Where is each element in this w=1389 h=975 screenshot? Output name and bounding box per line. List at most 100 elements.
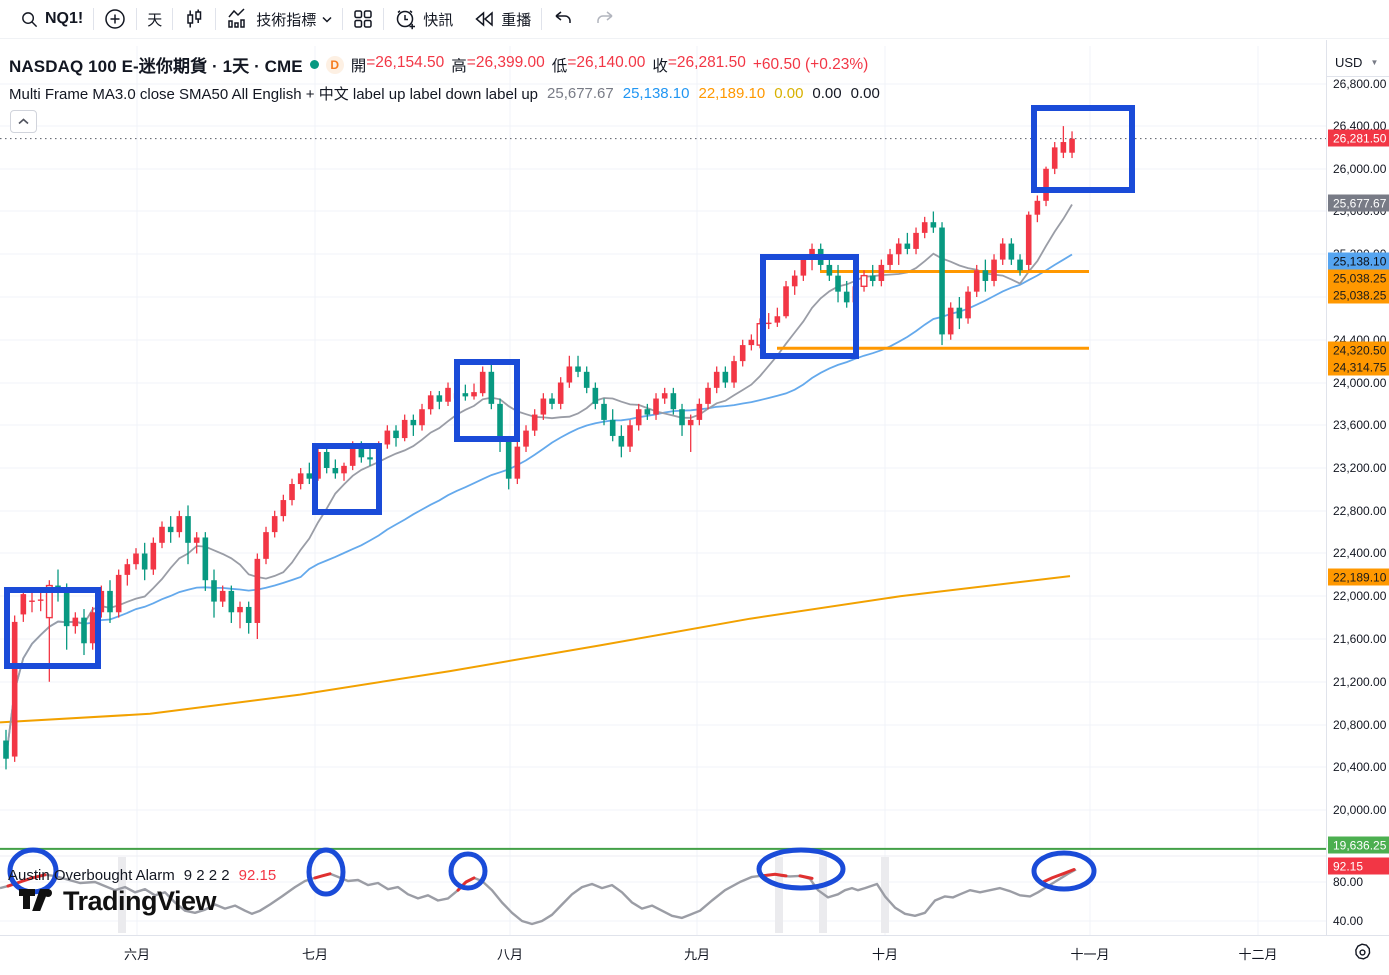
watermark-text: TradingView: [63, 886, 217, 916]
currency-dropdown[interactable]: USD ▼: [1327, 48, 1389, 77]
indicators-icon: [226, 8, 250, 30]
ohlc-close: 收 =26,281.50: [652, 53, 746, 75]
indicator-value: 0.00: [774, 85, 804, 102]
candlestick-chart[interactable]: [0, 0, 1326, 975]
currency-label: USD: [1335, 54, 1363, 70]
tradingview-watermark: TradingView: [18, 886, 217, 917]
candles-layer: [3, 126, 1075, 770]
price-tick-label: 40.00: [1333, 914, 1364, 928]
price-lines: [0, 270, 1326, 850]
tradingview-logo-icon: [19, 888, 52, 911]
price-tick-label: 22,000.00: [1333, 589, 1387, 603]
indicator-value: 22,189.10: [698, 85, 766, 102]
oscillator-legend-row[interactable]: Austin Overbought Alarm 9 2 2 2 92.15: [8, 867, 276, 884]
redo-arrow-icon: [594, 9, 616, 29]
replay-button[interactable]: 重播: [463, 0, 541, 38]
replay-label: 重播: [501, 11, 532, 29]
ohlc-high: 高 =26,399.00: [451, 53, 545, 75]
time-axis[interactable]: 六月 七月 八月 九月 十月 十一月 十二月: [0, 935, 1389, 975]
price-badge: 25,677.67: [1328, 194, 1389, 212]
annotation-ellipse: [448, 851, 488, 891]
price-tick-label: 22,400.00: [1333, 546, 1387, 560]
chart-style-button[interactable]: [173, 0, 215, 38]
indicator-value: 0.00: [812, 85, 842, 102]
chevron-up-icon: [18, 118, 29, 125]
annotation-rectangle: [4, 587, 101, 669]
price-change: +60.50 (+0.23%): [752, 55, 869, 73]
redo-button[interactable]: [584, 0, 626, 38]
ohlc-low: 低 =26,140.00: [551, 53, 646, 75]
legend-collapse-button[interactable]: [10, 110, 37, 133]
interval-button[interactable]: 天: [137, 0, 172, 38]
plus-circle-icon: [104, 8, 126, 30]
ma-long-line: [0, 575, 1071, 724]
indicators-button[interactable]: 技術指標: [216, 0, 342, 38]
undo-arrow-icon: [552, 9, 574, 29]
month-label: 十一月: [1070, 947, 1110, 962]
gridlines: [0, 46, 1326, 935]
axis-settings-gear-icon[interactable]: [1352, 942, 1373, 968]
price-tick-label: 21,200.00: [1333, 675, 1387, 689]
annotation-rectangle: [760, 254, 859, 359]
price-badge: 25,138.10: [1328, 252, 1389, 270]
price-badge: 25,038.25: [1328, 286, 1389, 304]
oscillator-title: Austin Overbought Alarm: [8, 867, 175, 884]
annotation-rectangle: [1031, 105, 1135, 193]
undo-button[interactable]: [542, 0, 584, 38]
price-axis[interactable]: USD ▼ 26,800.0026,400.0026,000.0025,600.…: [1326, 40, 1389, 935]
toolbar-separator: [172, 8, 174, 30]
price-tick-label: 21,600.00: [1333, 632, 1387, 646]
chevron-down-icon: ▼: [1370, 57, 1379, 67]
month-label: 七月: [301, 947, 329, 962]
month-label: 十二月: [1238, 947, 1278, 962]
ohlc-open: 開 =26,154.50: [350, 53, 445, 75]
annotation-ellipse: [1031, 850, 1097, 892]
oscillator-value: 92.15: [238, 867, 277, 884]
price-badge: 22,189.10: [1328, 568, 1389, 586]
drawing-annotations[interactable]: [4, 105, 1135, 897]
grid-layout-icon: [353, 9, 373, 29]
oscillator-params: 9 2 2 2: [183, 867, 230, 884]
toolbar-separator: [136, 8, 138, 30]
price-badge: 19,636.25: [1328, 836, 1389, 854]
ma-mid-line: [5, 253, 1073, 759]
layout-grid-button[interactable]: [343, 0, 383, 38]
indicator-legend-row[interactable]: Multi Frame MA3.0 close SMA50 All Englis…: [9, 83, 880, 104]
price-tick-label: 20,400.00: [1333, 760, 1387, 774]
indicator-title: Multi Frame MA3.0 close SMA50 All Englis…: [9, 86, 539, 103]
symbol-search-button[interactable]: NQ1!: [10, 0, 93, 38]
chevron-down-icon: [322, 16, 332, 23]
alarm-clock-plus-icon: [394, 8, 417, 31]
indicator-value: 25,677.67: [547, 85, 614, 102]
compare-add-button[interactable]: [94, 0, 136, 38]
annotation-rectangle: [312, 443, 382, 515]
price-badge: 24,314.75: [1328, 358, 1389, 376]
interval-label: 天: [147, 11, 163, 29]
symbol-search-label: NQ1!: [45, 10, 84, 27]
search-icon: [20, 10, 39, 29]
price-badge: 92.15: [1328, 857, 1389, 875]
month-label: 六月: [123, 947, 151, 962]
toolbar-separator: [93, 8, 95, 30]
month-label: 九月: [683, 947, 711, 962]
rewind-icon: [473, 9, 495, 29]
toolbar-separator: [541, 8, 543, 30]
toolbar-separator: [215, 8, 217, 30]
month-label: 八月: [496, 947, 524, 962]
price-badge: 25,038.25: [1328, 269, 1389, 287]
data-mode-badge[interactable]: D: [325, 55, 344, 74]
alert-button[interactable]: 快訊: [384, 0, 463, 38]
price-tick-label: 24,000.00: [1333, 376, 1387, 390]
annotation-ellipse: [756, 847, 846, 891]
indicator-value: 25,138.10: [622, 85, 690, 102]
price-tick-label: 20,000.00: [1333, 803, 1387, 817]
symbol-title: NASDAQ 100 E-迷你期貨 · 1天 · CME: [9, 57, 303, 76]
month-label: 十月: [871, 947, 899, 962]
price-tick-label: 26,000.00: [1333, 162, 1387, 176]
price-tick-label: 26,800.00: [1333, 77, 1387, 91]
price-tick-label: 80.00: [1333, 875, 1364, 889]
indicators-label: 技術指標: [256, 11, 317, 29]
symbol-legend-row[interactable]: NASDAQ 100 E-迷你期貨 · 1天 · CME D 開 =26,154.…: [9, 52, 868, 77]
price-badge: 24,320.50: [1328, 341, 1389, 359]
